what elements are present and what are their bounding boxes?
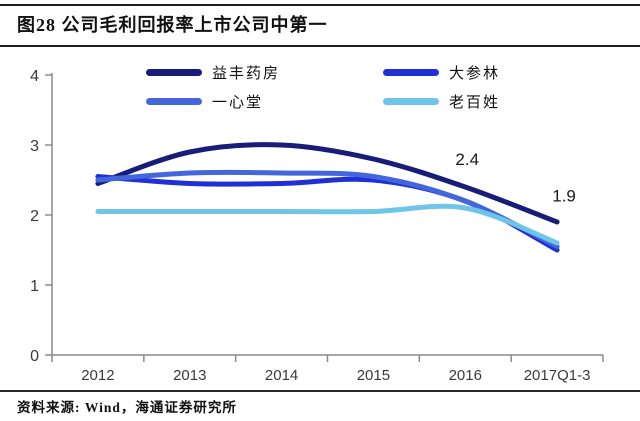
source-note: 资料来源: Wind，海通证券研究所 xyxy=(17,400,237,415)
y-tick-label: 0 xyxy=(30,348,39,365)
footer-divider xyxy=(0,390,640,392)
y-tick-label: 4 xyxy=(30,68,39,85)
legend-line-swatch xyxy=(383,69,439,76)
chart-canvas: 0 1 2 3 4 2012 2013 2014 2015 2016 2017Q1-3 2.4 1.9 xyxy=(30,68,604,384)
legend-line-swatch xyxy=(146,98,202,105)
series-line-老百姓 xyxy=(95,203,560,246)
legend-label: 大参林 xyxy=(449,66,501,82)
legend-label: 益丰药房 xyxy=(212,66,281,82)
legend-line-swatch xyxy=(146,69,202,76)
legend-item-一心堂: 一心堂 xyxy=(146,91,383,112)
data-label-1.9: 1.9 xyxy=(552,186,576,205)
title-divider xyxy=(0,45,640,47)
chart-legend: 益丰药房 大参林一心堂 老百姓 xyxy=(146,62,500,112)
y-tick-label: 2 xyxy=(30,208,39,225)
x-tick-label: 2012 xyxy=(81,367,114,384)
x-tick-label: 2015 xyxy=(357,367,390,384)
top-divider xyxy=(0,4,640,6)
series-line-益丰药房 xyxy=(95,142,560,225)
series-line-一心堂 xyxy=(95,169,560,249)
x-tick-label: 2017Q1-3 xyxy=(524,367,591,384)
legend-item-老百姓: 老百姓 xyxy=(383,91,500,112)
figure-title: 图28 公司毛利回报率上市公司中第一 xyxy=(17,15,328,35)
x-tick-label: 2014 xyxy=(265,367,298,384)
legend-label: 一心堂 xyxy=(212,95,264,111)
line-chart: 0 1 2 3 4 2012 2013 2014 2015 2016 2017Q1-3 2.4 1.9 … xyxy=(0,50,640,390)
x-tick-label: 2013 xyxy=(173,367,206,384)
legend-item-大参林: 大参林 xyxy=(383,62,500,83)
y-tick-label: 1 xyxy=(30,278,39,295)
legend-line-swatch xyxy=(383,98,439,105)
y-tick-label: 3 xyxy=(30,138,39,155)
legend-label: 老百姓 xyxy=(449,95,501,111)
x-tick-label: 2016 xyxy=(449,367,482,384)
legend-item-益丰药房: 益丰药房 xyxy=(146,62,383,83)
data-label-2.4: 2.4 xyxy=(455,150,479,169)
